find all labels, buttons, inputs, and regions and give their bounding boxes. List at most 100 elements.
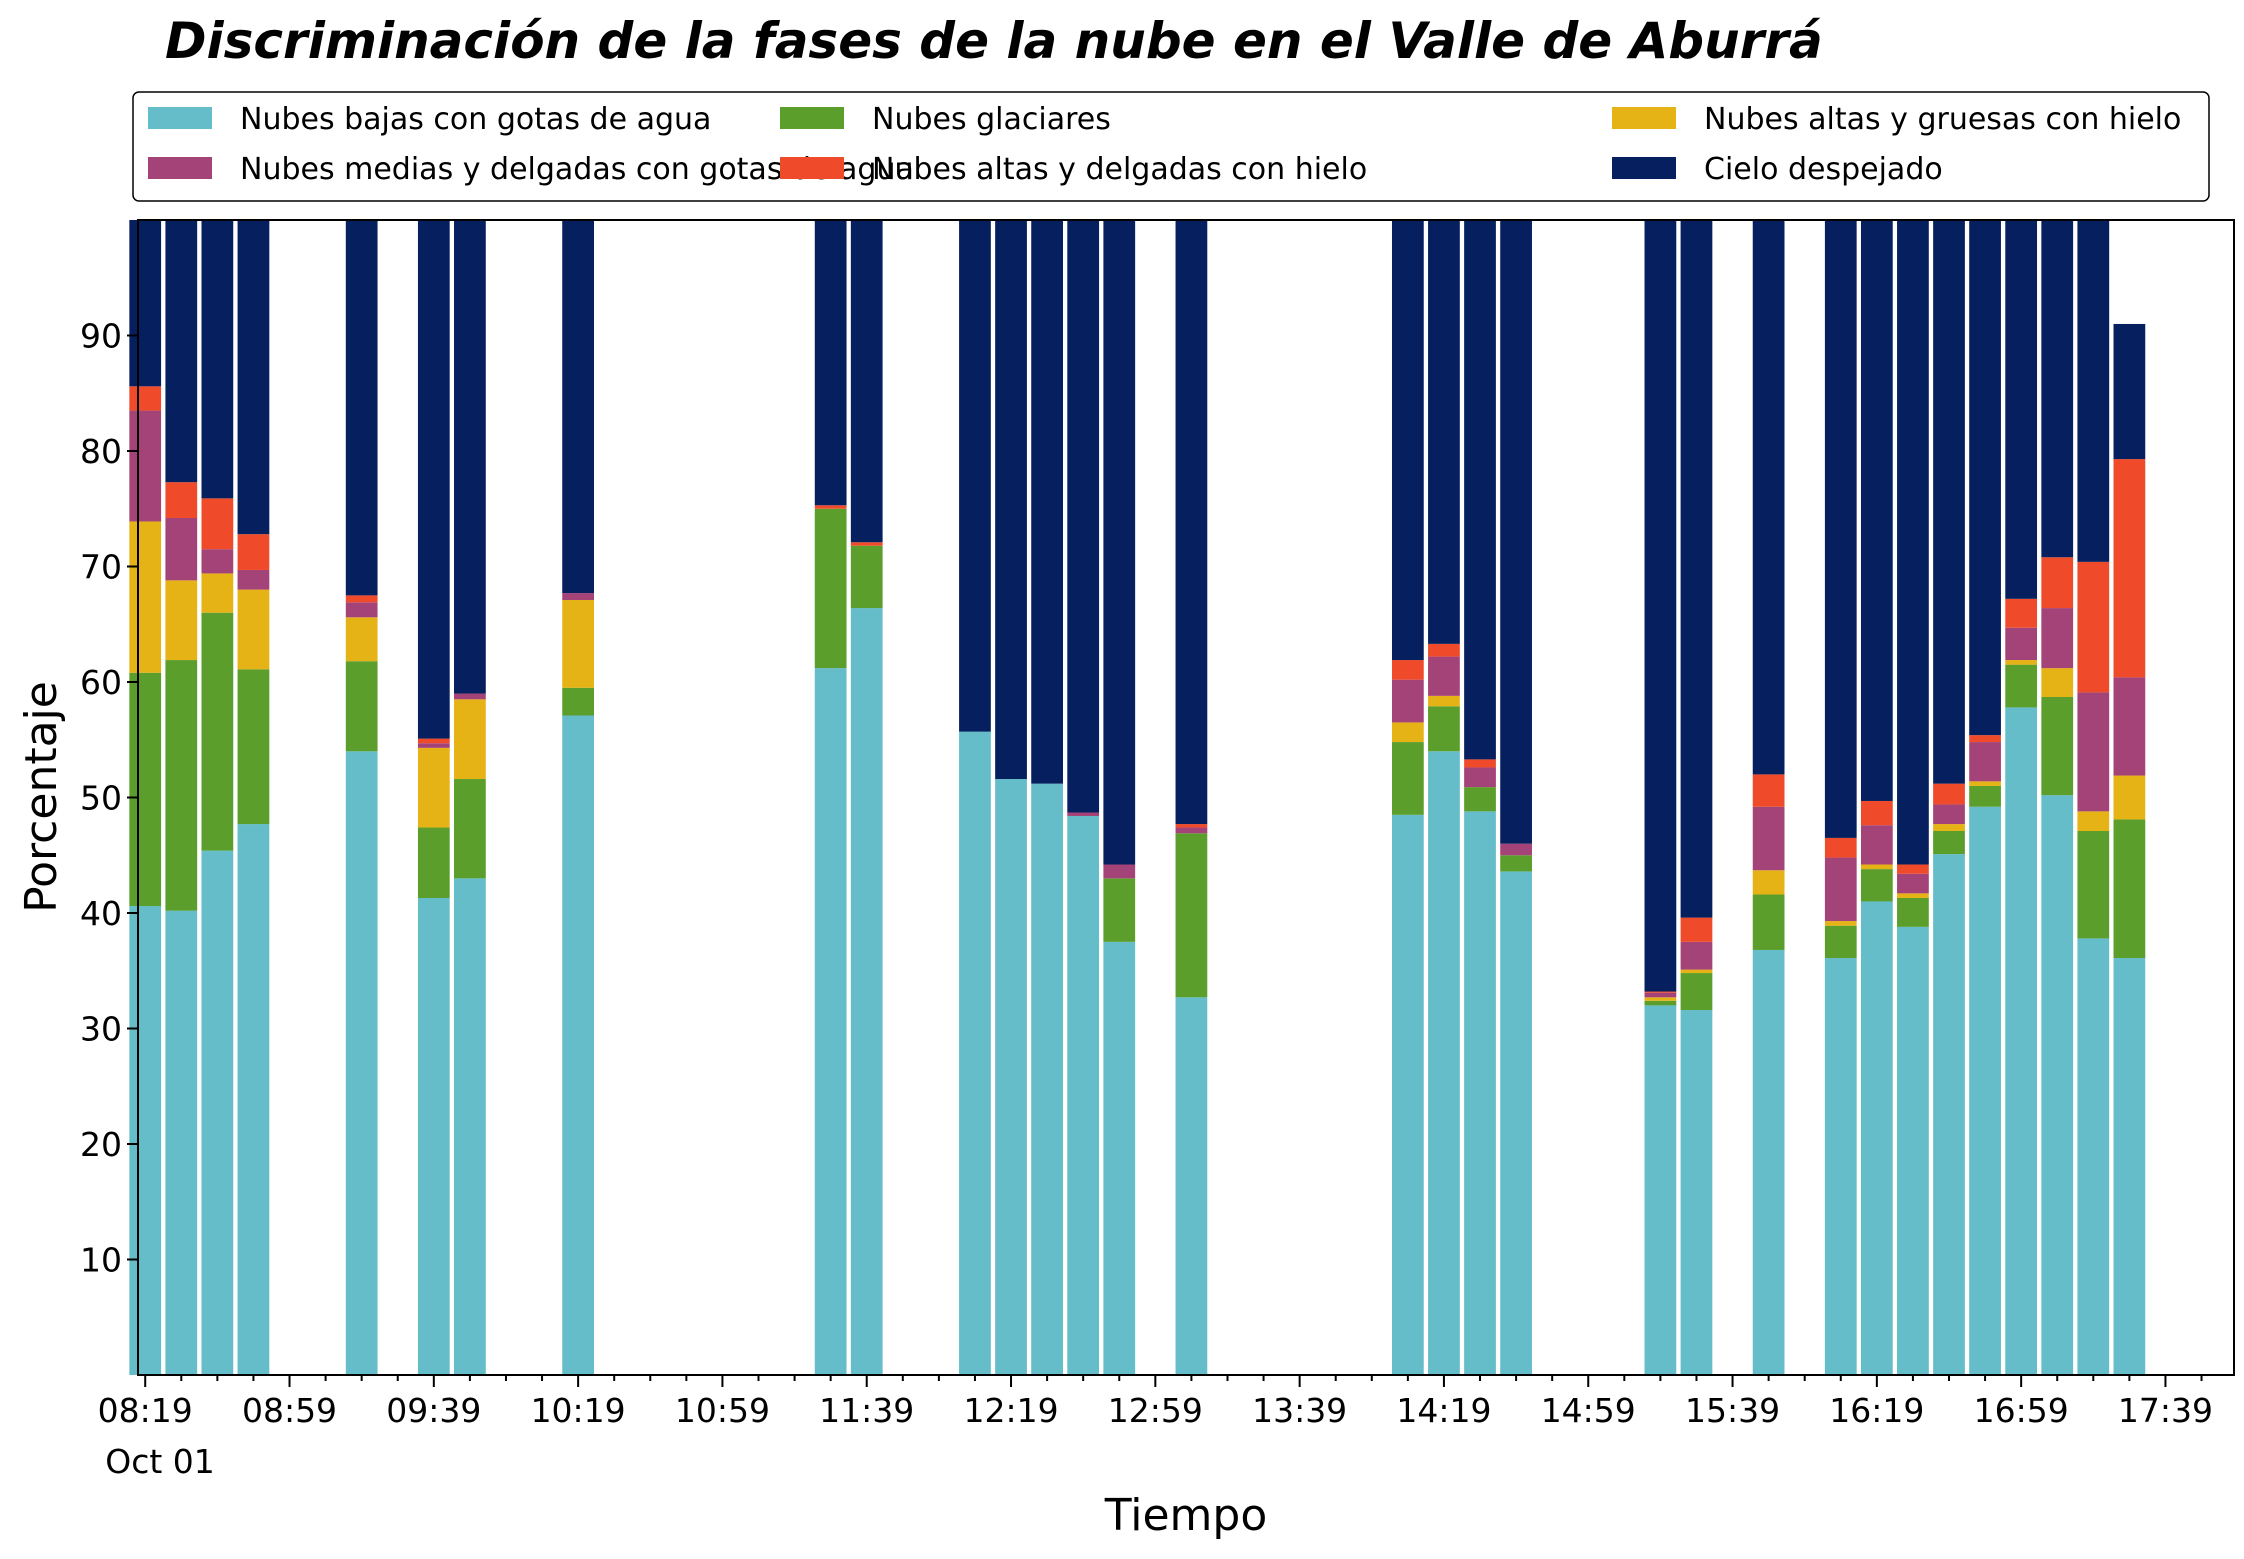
bar-segment-nubes-bajas-con-gotas-de-agua xyxy=(2077,938,2110,1375)
bar-segment-nubes-medias-y-delgadas-con-gotas-de-agua xyxy=(165,517,198,581)
bar-segment-nubes-bajas-con-gotas-de-agua xyxy=(165,910,198,1375)
bar-segment-cielo-despejado xyxy=(995,220,1027,780)
bar-segment-nubes-bajas-con-gotas-de-agua xyxy=(345,751,378,1375)
bar-segment-nubes-altas-y-gruesas-con-hielo xyxy=(237,589,270,670)
bar-segment-nubes-medias-y-delgadas-con-gotas-de-agua xyxy=(1464,767,1496,788)
bar-segment-nubes-medias-y-delgadas-con-gotas-de-agua xyxy=(417,743,450,748)
bar-segment-nubes-glaciares xyxy=(1933,831,1965,855)
bar-segment-nubes-medias-y-delgadas-con-gotas-de-agua xyxy=(1752,806,1785,871)
bar-segment-nubes-bajas-con-gotas-de-agua xyxy=(1391,814,1424,1375)
x-tick-label: 08:59 xyxy=(242,1391,337,1430)
bar-segment-nubes-bajas-con-gotas-de-agua xyxy=(1752,949,1785,1375)
bar-segment-nubes-altas-y-delgadas-con-hielo xyxy=(814,505,847,509)
bar-segment-nubes-altas-y-delgadas-con-hielo xyxy=(201,498,234,550)
bar-segment-nubes-altas-y-gruesas-con-hielo xyxy=(1680,969,1713,974)
bar-segment-nubes-altas-y-gruesas-con-hielo xyxy=(129,521,162,673)
bar-segment-cielo-despejado xyxy=(1860,220,1893,801)
bar-segment-cielo-despejado xyxy=(1933,220,1965,784)
y-tick-label: 50 xyxy=(80,779,122,818)
y-tick-label: 60 xyxy=(80,663,122,702)
y-tick-label: 80 xyxy=(80,432,122,471)
bar-segment-nubes-altas-y-gruesas-con-hielo xyxy=(562,600,594,688)
x-tick-label: 12:19 xyxy=(963,1391,1058,1430)
bar-segment-nubes-glaciares xyxy=(1500,855,1532,872)
x-tick-label: 11:39 xyxy=(819,1391,914,1430)
bar-segment-nubes-altas-y-gruesas-con-hielo xyxy=(2005,660,2038,665)
bar-segment-nubes-glaciares xyxy=(165,660,198,911)
bar-segment-nubes-glaciares xyxy=(237,669,270,825)
legend-label-nubes-altas-y-delgadas-con-hielo: Nubes altas y delgadas con hielo xyxy=(872,152,1367,187)
bar-segment-nubes-medias-y-delgadas-con-gotas-de-agua xyxy=(2041,608,2074,669)
bar-segment-nubes-altas-y-gruesas-con-hielo xyxy=(1391,722,1424,743)
y-tick-label: 30 xyxy=(80,1010,122,1049)
x-tick-label: 14:19 xyxy=(1396,1391,1491,1430)
bar-segment-nubes-bajas-con-gotas-de-agua xyxy=(959,731,991,1375)
bar-segment-nubes-altas-y-gruesas-con-hielo xyxy=(1752,870,1785,895)
bar-segment-nubes-bajas-con-gotas-de-agua xyxy=(1860,901,1893,1375)
bar-segment-cielo-despejado xyxy=(1644,220,1677,992)
bar-segment-nubes-bajas-con-gotas-de-agua xyxy=(1464,811,1496,1375)
bar-segment-nubes-bajas-con-gotas-de-agua xyxy=(814,668,847,1375)
bar-segment-cielo-despejado xyxy=(417,220,450,739)
bar-segment-nubes-altas-y-delgadas-con-hielo xyxy=(2077,561,2110,693)
y-tick-label: 40 xyxy=(80,894,122,933)
bar-segment-nubes-altas-y-gruesas-con-hielo xyxy=(201,573,234,613)
bar-segment-nubes-bajas-con-gotas-de-agua xyxy=(1103,941,1136,1376)
bar-segment-nubes-glaciares xyxy=(850,545,883,609)
bar-segment-nubes-bajas-con-gotas-de-agua xyxy=(237,824,270,1375)
bar-segment-nubes-altas-y-delgadas-con-hielo xyxy=(2041,557,2074,609)
legend-label-nubes-altas-y-gruesas-con-hielo: Nubes altas y gruesas con hielo xyxy=(1704,102,2181,137)
bar-segment-nubes-medias-y-delgadas-con-gotas-de-agua xyxy=(562,593,594,600)
bar-segment-nubes-medias-y-delgadas-con-gotas-de-agua xyxy=(2005,627,2038,661)
bar-segment-cielo-despejado xyxy=(959,220,991,732)
y-tick-label: 10 xyxy=(80,1241,122,1280)
bar-segment-nubes-altas-y-delgadas-con-hielo xyxy=(237,534,270,570)
bar-segment-nubes-bajas-con-gotas-de-agua xyxy=(129,906,162,1375)
bar-segment-cielo-despejado xyxy=(1103,220,1136,865)
bar-segment-nubes-bajas-con-gotas-de-agua xyxy=(1644,1005,1677,1375)
bar-segment-nubes-glaciares xyxy=(814,508,847,669)
legend-swatch-nubes-altas-y-gruesas-con-hielo xyxy=(1612,107,1676,129)
x-axis: 08:19 08:59 09:39 10:19 10:59 11:39 12:19 12:59… xyxy=(98,1375,2213,1430)
bar-segment-nubes-medias-y-delgadas-con-gotas-de-agua xyxy=(1860,825,1893,865)
bar-segment-nubes-bajas-con-gotas-de-agua xyxy=(850,608,883,1375)
bar-segment-nubes-medias-y-delgadas-con-gotas-de-agua xyxy=(1067,812,1100,816)
bar-segment-cielo-despejado xyxy=(1500,220,1532,844)
bar-segment-nubes-medias-y-delgadas-con-gotas-de-agua xyxy=(1824,857,1857,922)
bar-segment-nubes-glaciares xyxy=(1103,878,1136,942)
bars-area xyxy=(129,220,2146,1376)
bar-segment-cielo-despejado xyxy=(1969,220,2001,736)
bar-segment-cielo-despejado xyxy=(237,220,270,535)
bar-segment-nubes-altas-y-delgadas-con-hielo xyxy=(345,595,378,603)
bar-segment-nubes-bajas-con-gotas-de-agua xyxy=(562,715,594,1375)
x-tick-label: 09:39 xyxy=(386,1391,481,1430)
bar-segment-cielo-despejado xyxy=(1680,220,1713,918)
bar-segment-nubes-altas-y-delgadas-con-hielo xyxy=(1175,824,1208,828)
legend-label-nubes-glaciares: Nubes glaciares xyxy=(872,102,1111,137)
bar-segment-cielo-despejado xyxy=(1067,220,1100,813)
chart-title: Discriminación de la fases de la nube en… xyxy=(165,12,1823,70)
x-axis-label: Tiempo xyxy=(1104,1490,1268,1541)
bar-segment-cielo-despejado xyxy=(1464,220,1496,760)
bar-segment-nubes-glaciares xyxy=(1860,869,1893,902)
bar-segment-nubes-medias-y-delgadas-con-gotas-de-agua xyxy=(1428,656,1460,696)
bar-segment-nubes-altas-y-delgadas-con-hielo xyxy=(129,386,162,411)
bar-segment-cielo-despejado xyxy=(1897,220,1929,865)
bar-segment-nubes-altas-y-gruesas-con-hielo xyxy=(417,747,450,828)
bar-segment-nubes-medias-y-delgadas-con-gotas-de-agua xyxy=(1897,873,1929,894)
bar-segment-nubes-altas-y-delgadas-con-hielo xyxy=(165,482,198,518)
bar-segment-nubes-bajas-con-gotas-de-agua xyxy=(454,878,486,1375)
x-tick-label: 14:59 xyxy=(1541,1391,1636,1430)
legend: Nubes bajas con gotas de agua Nubes glaci… xyxy=(132,91,2210,202)
bar-segment-nubes-altas-y-delgadas-con-hielo xyxy=(1391,660,1424,680)
bar-segment-nubes-altas-y-delgadas-con-hielo xyxy=(1933,783,1965,805)
bar-segment-cielo-despejado xyxy=(345,220,378,596)
bar-segment-nubes-altas-y-gruesas-con-hielo xyxy=(2077,811,2110,831)
bar-segment-nubes-bajas-con-gotas-de-agua xyxy=(1175,997,1208,1375)
bar-segment-cielo-despejado xyxy=(1175,220,1208,825)
x-tick-label: 16:19 xyxy=(1829,1391,1924,1430)
bar-segment-nubes-glaciares xyxy=(2113,819,2146,959)
bar-segment-nubes-bajas-con-gotas-de-agua xyxy=(1933,854,1965,1375)
bar-segment-nubes-altas-y-gruesas-con-hielo xyxy=(345,617,378,662)
bar-segment-nubes-bajas-con-gotas-de-agua xyxy=(201,850,234,1375)
